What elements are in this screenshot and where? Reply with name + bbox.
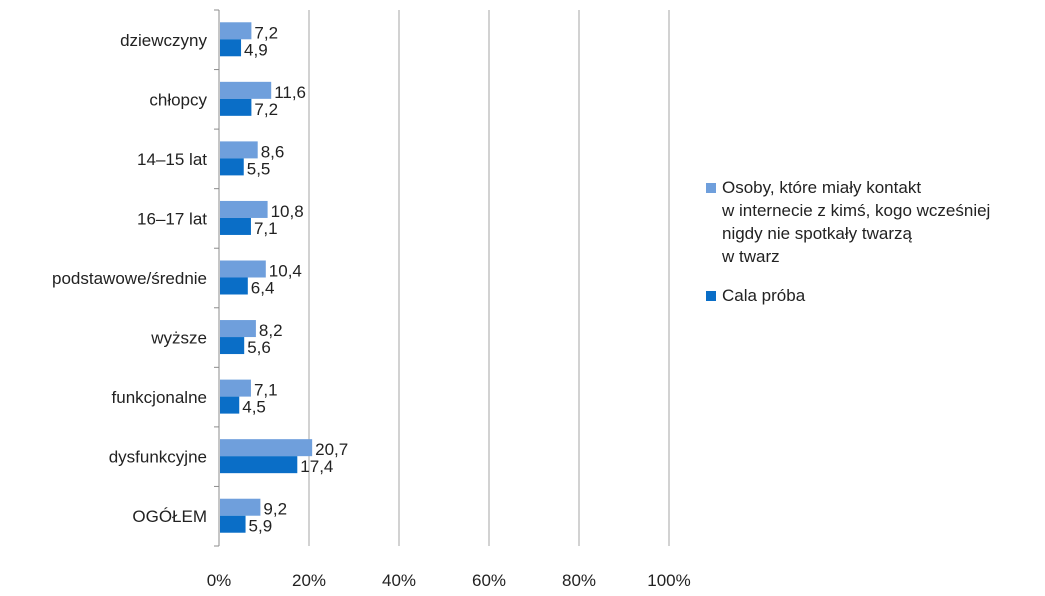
bar-series-2 [220, 337, 245, 355]
x-tick-label: 0% [207, 571, 232, 590]
bar-series-1 [220, 320, 256, 338]
x-tick-label: 60% [472, 571, 506, 590]
data-label-series-1: 7,1 [254, 381, 278, 400]
data-label-series-2: 4,9 [244, 40, 268, 59]
bar-series-1 [220, 141, 258, 159]
legend: Osoby, które miały kontakt w internecie … [706, 176, 1041, 323]
bar-series-2 [220, 39, 242, 57]
data-label-series-1: 9,2 [263, 500, 287, 519]
bar-series-2 [220, 277, 248, 295]
data-label-series-1: 10,4 [269, 262, 302, 281]
data-label-series-1: 11,6 [274, 83, 306, 102]
category-label: dziewczyny [120, 31, 207, 50]
data-label-series-1: 10,8 [271, 202, 304, 221]
bar-series-2 [220, 456, 298, 474]
data-label-series-2: 17,4 [300, 457, 333, 476]
legend-label-series-2: Cala próba [722, 286, 806, 305]
bar-series-1 [220, 22, 252, 40]
data-label-series-2: 6,4 [251, 279, 275, 298]
category-label: podstawowe/średnie [52, 269, 207, 288]
category-label: 14–15 lat [137, 150, 207, 169]
bar-series-1 [220, 379, 251, 397]
bar-series-1 [220, 498, 261, 516]
legend-item-series-2: Cala próba [706, 284, 1041, 307]
data-label-series-2: 5,5 [247, 159, 271, 178]
category-label: dysfunkcyjne [109, 448, 207, 467]
data-label-series-1: 20,7 [315, 440, 348, 459]
category-label: 16–17 lat [137, 209, 207, 228]
x-tick-label: 80% [562, 571, 596, 590]
bar-series-1 [220, 439, 313, 457]
bar-series-1 [220, 200, 268, 218]
x-tick-label: 100% [647, 571, 690, 590]
bar-series-2 [220, 217, 251, 235]
legend-label-series-1: Osoby, które miały kontakt w internecie … [722, 178, 991, 266]
bar-series-2 [220, 98, 252, 116]
bar-series-1 [220, 81, 272, 99]
legend-item-series-1: Osoby, które miały kontakt w internecie … [706, 176, 1041, 268]
data-label-series-1: 7,2 [254, 23, 278, 42]
bar-series-2 [220, 396, 240, 414]
bar-series-2 [220, 515, 246, 533]
category-label: funkcjonalne [112, 388, 207, 407]
legend-swatch-series-2 [706, 291, 716, 301]
category-label: wyższe [150, 329, 207, 348]
data-label-series-1: 8,6 [261, 142, 285, 161]
data-label-series-1: 8,2 [259, 321, 283, 340]
data-label-series-2: 5,6 [247, 338, 271, 357]
x-tick-label: 40% [382, 571, 416, 590]
legend-swatch-series-1 [706, 183, 716, 193]
data-label-series-2: 5,9 [249, 517, 273, 536]
category-label: OGÓŁEM [132, 507, 207, 526]
bar-series-2 [220, 158, 244, 176]
x-tick-label: 20% [292, 571, 326, 590]
bar-series-1 [220, 260, 266, 278]
data-label-series-2: 7,1 [254, 219, 278, 238]
category-label: chłopcy [149, 90, 207, 109]
data-label-series-2: 4,5 [242, 398, 266, 417]
data-label-series-2: 7,2 [254, 100, 278, 119]
